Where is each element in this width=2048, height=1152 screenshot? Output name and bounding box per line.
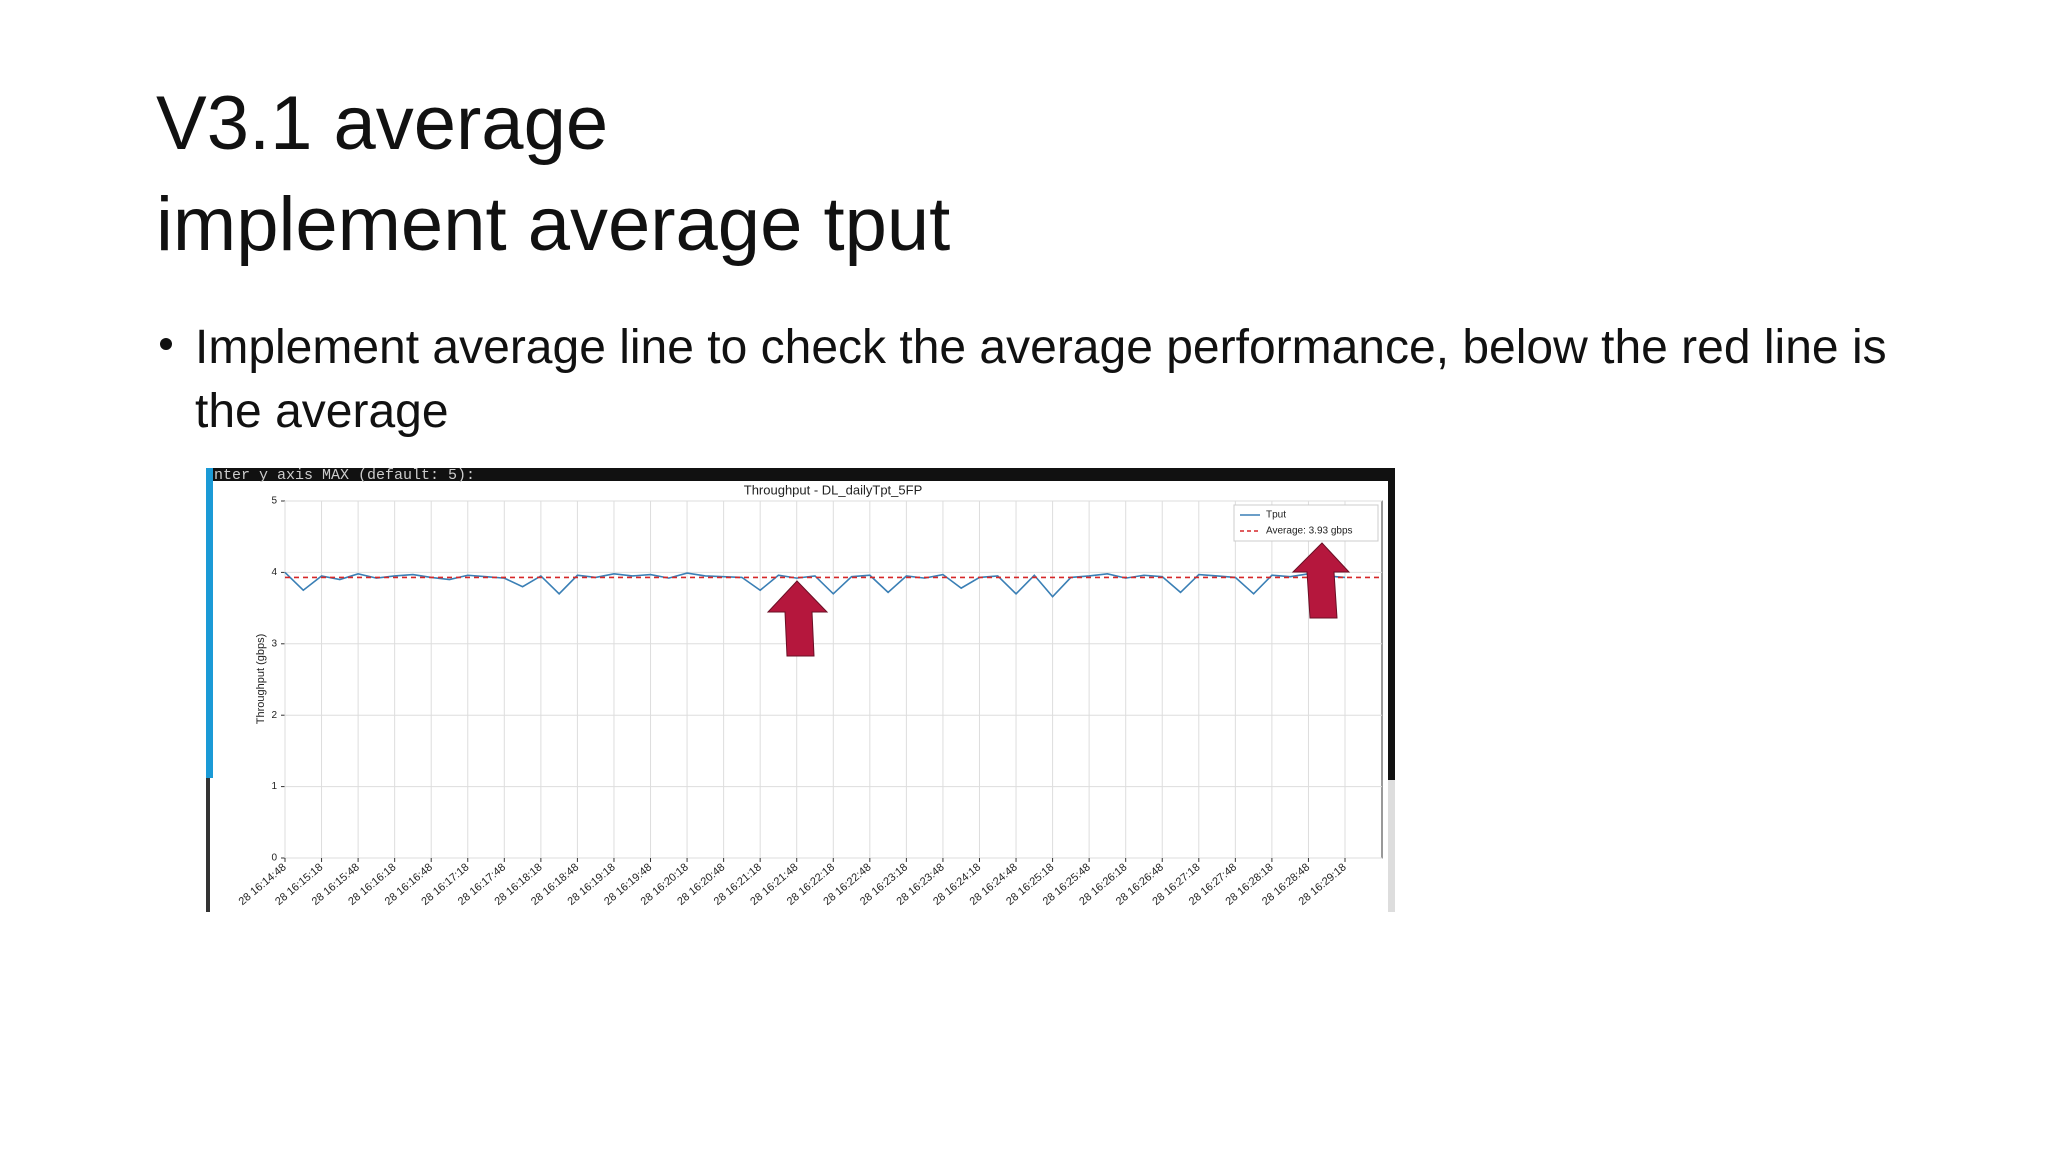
y-tick-label: 1 bbox=[271, 781, 277, 792]
left-edge-lower bbox=[206, 778, 210, 912]
terminal-bar bbox=[206, 468, 1395, 481]
y-axis-label: Throughput (gbps) bbox=[255, 634, 267, 725]
terminal-text: nter y axis MAX (default: 5): bbox=[214, 467, 475, 484]
legend-label: Tput bbox=[1266, 510, 1286, 521]
left-edge bbox=[206, 468, 213, 778]
y-tick-label: 4 bbox=[271, 567, 277, 578]
title-line: implement average tput bbox=[156, 182, 951, 267]
bullet-dot bbox=[160, 338, 172, 350]
right-edge bbox=[1388, 468, 1395, 780]
legend-label: Average: 3.93 gbps bbox=[1266, 526, 1353, 537]
arrow bbox=[1291, 542, 1351, 619]
right-edge-lower bbox=[1388, 780, 1395, 912]
y-tick-label: 3 bbox=[271, 638, 277, 649]
y-tick-label: 2 bbox=[271, 710, 277, 721]
title-line: V3.1 average bbox=[156, 81, 609, 166]
legend-box bbox=[1233, 504, 1379, 542]
arrow bbox=[766, 580, 829, 657]
y-tick-label: 5 bbox=[271, 496, 277, 507]
chart-title: Throughput - DL_dailyTpt_5FP bbox=[744, 482, 922, 497]
bullet-text: Implement average line to check the aver… bbox=[195, 321, 1887, 438]
y-tick-label: 0 bbox=[271, 853, 277, 864]
data-line bbox=[284, 571, 1346, 598]
